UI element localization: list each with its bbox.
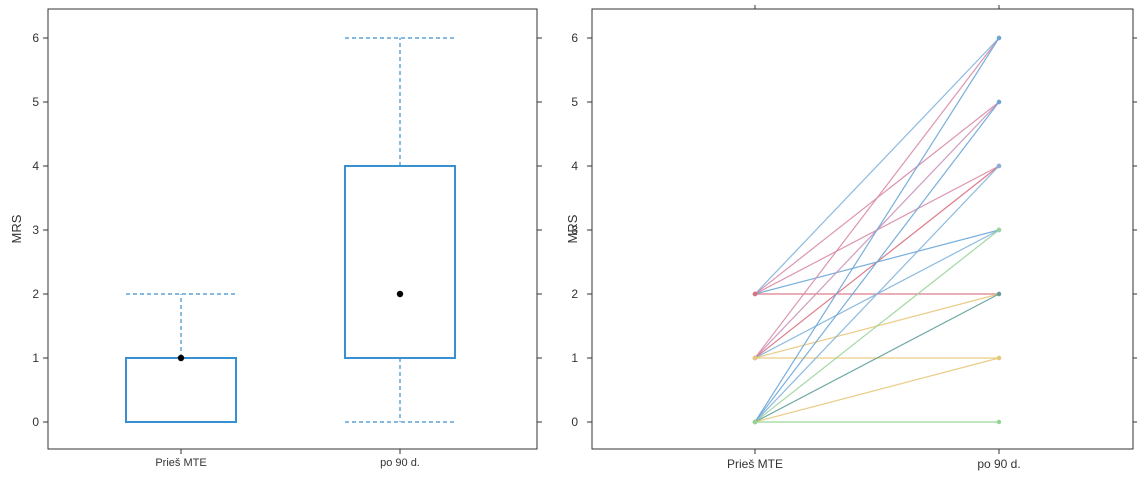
series-line bbox=[754, 229, 1000, 423]
y-tick-label: 4 bbox=[571, 159, 578, 173]
y-tick-label: 4 bbox=[32, 159, 39, 173]
series-point-end bbox=[996, 355, 1002, 361]
x-tick-label: po 90 d. bbox=[977, 457, 1020, 471]
y-tick-label: 0 bbox=[571, 415, 578, 429]
y-tick-label: 6 bbox=[32, 31, 39, 45]
series-line bbox=[754, 101, 1000, 423]
y-tick-label: 5 bbox=[32, 95, 39, 109]
series-point-end bbox=[996, 99, 1002, 105]
y-tick-label: 2 bbox=[571, 287, 578, 301]
series-point-start bbox=[752, 419, 758, 425]
x-tick-label: po 90 d. bbox=[380, 457, 420, 469]
y-tick-label: 6 bbox=[571, 31, 578, 45]
y-tick-label: 2 bbox=[32, 287, 39, 301]
lineplot-panel: 0 1 2 3 4 5 6 Prieš MTE po 90 d. MRS bbox=[565, 5, 1137, 471]
iqr-box bbox=[344, 165, 456, 359]
y-tick-label: 5 bbox=[571, 95, 578, 109]
series-point-end bbox=[996, 419, 1002, 425]
lineplot-frame bbox=[591, 8, 1134, 450]
series-line bbox=[754, 357, 1000, 423]
y-axis-label: MRS bbox=[565, 214, 580, 243]
y-tick-label: 3 bbox=[571, 223, 578, 237]
series-point-start bbox=[752, 291, 758, 297]
x-tick-label: Prieš MTE bbox=[727, 457, 783, 471]
series-line bbox=[754, 293, 1000, 423]
y-tick-label: 1 bbox=[571, 351, 578, 365]
y-axis-label: MRS bbox=[9, 214, 24, 243]
y-tick-label: 0 bbox=[32, 415, 39, 429]
series-point-end bbox=[996, 291, 1002, 297]
median-point bbox=[396, 290, 404, 298]
boxplot-frame bbox=[47, 8, 538, 450]
y-tick-label: 3 bbox=[32, 223, 39, 237]
series-line bbox=[754, 37, 1000, 423]
series-point-start bbox=[752, 355, 758, 361]
x-tick-label: Prieš MTE bbox=[155, 457, 206, 469]
series-line bbox=[754, 37, 1000, 359]
series-point-end bbox=[996, 163, 1002, 169]
y-tick-label: 1 bbox=[32, 351, 39, 365]
series-line bbox=[754, 165, 1000, 423]
iqr-box bbox=[125, 357, 237, 423]
boxplot-panel: 0 1 2 3 4 5 6 Prieš MTE po 90 d. MRS bbox=[9, 8, 542, 469]
series-line bbox=[754, 37, 1000, 295]
median-point bbox=[177, 354, 185, 362]
series-point-end bbox=[996, 227, 1002, 233]
series-point-end bbox=[996, 35, 1002, 41]
